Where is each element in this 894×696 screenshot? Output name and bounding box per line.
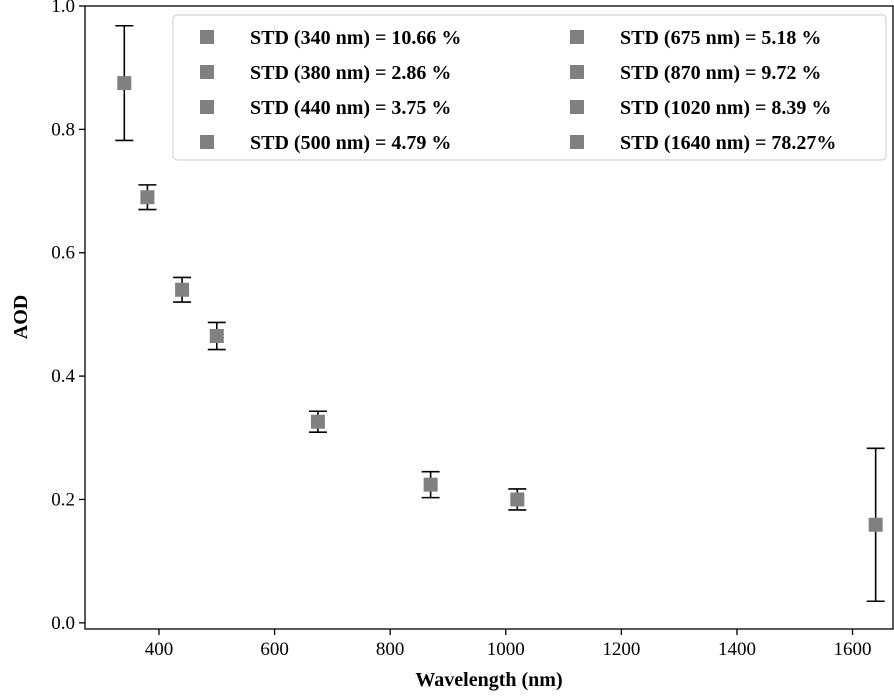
legend-item: STD (1020 nm) = 8.39 %: [570, 97, 831, 119]
y-tick-label: 1.0: [51, 0, 75, 17]
legend-marker: [570, 65, 584, 79]
legend-marker: [200, 100, 214, 114]
data-marker: [140, 190, 155, 205]
legend-label: STD (500 nm) = 4.79 %: [250, 132, 451, 154]
legend-label: STD (340 nm) = 10.66 %: [250, 27, 461, 49]
x-axis-title: Wavelength (nm): [415, 669, 562, 691]
legend: STD (340 nm) = 10.66 % STD (380 nm) = 2.8…: [172, 14, 887, 161]
data-marker: [510, 492, 525, 507]
legend-label: STD (440 nm) = 3.75 %: [250, 97, 451, 119]
series-point-440: [173, 276, 192, 303]
data-marks: [115, 24, 885, 603]
legend-marker: [570, 135, 584, 149]
x-tick-label: 400: [145, 639, 174, 660]
series-point-870: [421, 470, 440, 499]
legend-label: STD (675 nm) = 5.18 %: [620, 27, 821, 49]
legend-marker: [200, 30, 214, 44]
legend-item: STD (380 nm) = 2.86 %: [200, 62, 451, 84]
data-marker: [310, 414, 325, 429]
legend-label: STD (870 nm) = 9.72 %: [620, 62, 821, 84]
legend-label: STD (1640 nm) = 78.27%: [620, 132, 836, 154]
legend-marker: [570, 100, 584, 114]
y-axis: 0.0 0.2 0.4 0.6 0.8 1.0: [51, 0, 85, 634]
legend-marker: [570, 30, 584, 44]
data-marker: [117, 76, 132, 91]
series-point-380: [138, 184, 157, 211]
data-marker: [209, 329, 224, 344]
series-point-500: [207, 321, 226, 351]
legend-item: STD (340 nm) = 10.66 %: [200, 27, 461, 49]
legend-label: STD (1020 nm) = 8.39 %: [620, 97, 831, 119]
legend-item: STD (500 nm) = 4.79 %: [200, 132, 451, 154]
series-point-1020: [508, 488, 527, 511]
legend-item: STD (1640 nm) = 78.27%: [570, 132, 836, 154]
x-axis: 400 600 800 1000 1200 1400 1600: [145, 629, 872, 660]
legend-item: STD (675 nm) = 5.18 %: [570, 27, 821, 49]
x-tick-label: 1600: [834, 639, 872, 660]
x-tick-label: 1400: [718, 639, 756, 660]
y-axis-title: AOD: [10, 295, 32, 339]
data-marker: [175, 282, 190, 297]
legend-marker: [200, 135, 214, 149]
x-tick-label: 800: [376, 639, 405, 660]
legend-item: STD (870 nm) = 9.72 %: [570, 62, 821, 84]
series-point-675: [308, 410, 327, 434]
legend-marker: [200, 65, 214, 79]
x-tick-label: 600: [260, 639, 289, 660]
y-tick-label: 0.8: [51, 119, 75, 140]
y-tick-label: 0.2: [51, 489, 75, 510]
series-point-340: [115, 24, 134, 142]
series-point-1640: [866, 447, 885, 603]
y-tick-label: 0.6: [51, 243, 75, 264]
data-marker: [868, 517, 883, 532]
y-tick-label: 0.4: [51, 366, 75, 387]
data-marker: [423, 477, 438, 492]
x-tick-label: 1200: [602, 639, 640, 660]
plot-frame: [84, 5, 894, 630]
x-tick-label: 1000: [487, 639, 525, 660]
legend-box: [172, 14, 887, 161]
legend-item: STD (440 nm) = 3.75 %: [200, 97, 451, 119]
legend-label: STD (380 nm) = 2.86 %: [250, 62, 451, 84]
y-tick-label: 0.0: [51, 613, 75, 634]
